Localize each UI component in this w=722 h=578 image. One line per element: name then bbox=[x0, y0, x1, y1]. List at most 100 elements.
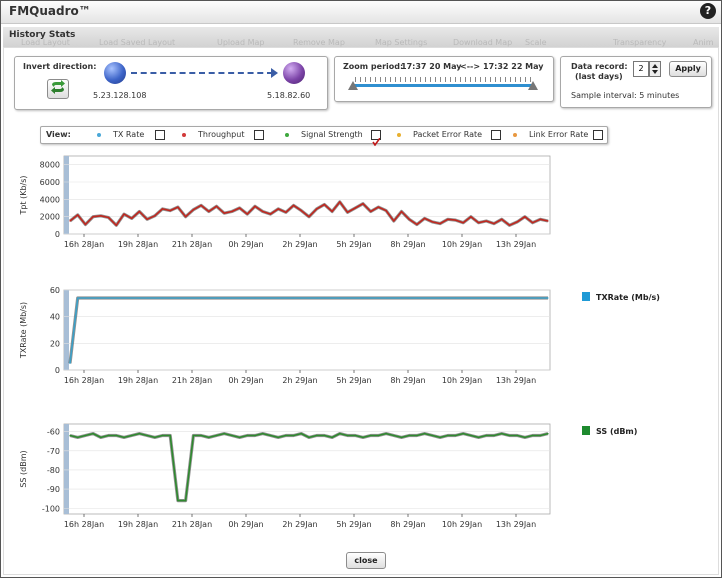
zoom-end-handle[interactable] bbox=[528, 81, 538, 90]
data-point bbox=[478, 436, 480, 439]
data-point bbox=[393, 297, 395, 299]
zoom-slider-track[interactable] bbox=[353, 84, 533, 87]
tab-history-stats[interactable]: History Stats bbox=[9, 30, 76, 40]
x-tick-label: 5h 29Jan bbox=[336, 520, 371, 529]
data-point bbox=[454, 297, 457, 299]
data-point bbox=[131, 434, 133, 437]
x-tick-label: 2h 29Jan bbox=[282, 520, 317, 529]
tab-scale: Scale bbox=[525, 38, 547, 47]
title-bar: FMQuadro™ ? bbox=[1, 1, 721, 24]
days-input[interactable]: 2 bbox=[633, 61, 649, 77]
data-point bbox=[524, 436, 526, 439]
data-point bbox=[470, 216, 472, 218]
days-stepper[interactable] bbox=[649, 61, 661, 77]
data-point bbox=[285, 434, 287, 437]
data-point bbox=[262, 297, 264, 299]
close-button[interactable]: close bbox=[346, 552, 386, 569]
data-point bbox=[431, 221, 433, 223]
data-point bbox=[531, 222, 534, 224]
view-signal-strength-checkbox[interactable] bbox=[371, 130, 381, 147]
plot-area bbox=[63, 155, 551, 235]
zoom-start-handle[interactable] bbox=[348, 81, 358, 90]
x-tick-label: 21h 28Jan bbox=[172, 240, 212, 249]
data-point bbox=[393, 220, 395, 222]
data-point bbox=[300, 432, 302, 435]
data-point bbox=[531, 434, 534, 437]
x-tick-label: 21h 28Jan bbox=[172, 520, 212, 529]
x-tick-label: 8h 29Jan bbox=[390, 376, 425, 385]
x-tick-label: 10h 29Jan bbox=[442, 240, 482, 249]
data-point bbox=[254, 205, 256, 207]
data-point bbox=[547, 297, 549, 299]
data-point bbox=[92, 216, 94, 218]
data-point bbox=[439, 223, 441, 225]
data-point bbox=[123, 436, 125, 439]
data-point bbox=[385, 297, 387, 299]
data-point bbox=[501, 297, 503, 299]
data-point bbox=[169, 434, 171, 437]
view-throughput-label: Throughput bbox=[198, 130, 245, 139]
view-bar: View: TX Rate Throughput Signal Strength… bbox=[40, 126, 608, 147]
y-tick-label: 20 bbox=[50, 339, 60, 348]
tab-map-settings: Map Settings bbox=[375, 38, 428, 47]
data-point bbox=[77, 297, 79, 299]
data-point bbox=[84, 434, 87, 437]
data-point bbox=[185, 499, 187, 502]
data-point bbox=[246, 297, 248, 299]
data-point bbox=[354, 434, 356, 437]
y-tick-label: 6000 bbox=[40, 178, 60, 187]
apply-button[interactable]: Apply bbox=[669, 61, 707, 77]
data-point bbox=[501, 218, 503, 220]
data-point bbox=[115, 297, 117, 299]
data-point bbox=[177, 499, 179, 502]
tab-anim: Anim bbox=[693, 38, 714, 47]
view-link-error-checkbox[interactable] bbox=[593, 130, 603, 140]
data-point bbox=[478, 222, 480, 224]
data-point bbox=[516, 221, 518, 223]
x-tick-label: 0h 29Jan bbox=[228, 376, 263, 385]
data-point bbox=[292, 434, 295, 437]
data-point bbox=[454, 434, 457, 437]
stepper-up-icon[interactable] bbox=[652, 64, 658, 68]
data-point bbox=[370, 210, 372, 213]
data-point bbox=[346, 434, 349, 437]
question-icon[interactable]: ? bbox=[700, 3, 716, 19]
x-tick-label: 2h 29Jan bbox=[282, 376, 317, 385]
data-point bbox=[161, 297, 164, 299]
signal-strength-chart: -100 -90 -80 -70 -60 16h 28Jan 19h 28Jan 21h 28… bbox=[19, 423, 637, 529]
data-point bbox=[470, 297, 472, 299]
data-point bbox=[346, 297, 349, 299]
data-point bbox=[231, 297, 233, 299]
data-point bbox=[493, 223, 495, 225]
data-point bbox=[123, 297, 125, 299]
data-point bbox=[115, 224, 117, 226]
data-point bbox=[416, 223, 418, 226]
data-point bbox=[208, 297, 210, 299]
legend-label: TXRate (Mb/s) bbox=[596, 293, 660, 302]
x-tick-label: 8h 29Jan bbox=[390, 520, 425, 529]
data-point bbox=[154, 215, 156, 217]
x-tick-label: 5h 29Jan bbox=[336, 376, 371, 385]
data-point bbox=[239, 297, 241, 299]
plot-area bbox=[63, 289, 551, 371]
data-point bbox=[131, 297, 133, 299]
data-point bbox=[362, 436, 364, 439]
view-packet-error-checkbox[interactable] bbox=[491, 130, 501, 140]
invert-direction-button[interactable] bbox=[47, 79, 69, 99]
view-tx-rate-checkbox[interactable] bbox=[155, 130, 165, 140]
txrate-chart: 0 20 40 60 16h 28Jan 19h 28Jan 21h 28Jan 0h 29J… bbox=[19, 286, 660, 385]
data-point bbox=[493, 434, 495, 437]
data-point bbox=[223, 297, 225, 299]
data-point bbox=[239, 207, 241, 209]
data-point bbox=[285, 297, 287, 299]
legend-swatch bbox=[582, 426, 590, 435]
data-point bbox=[200, 434, 202, 437]
data-point bbox=[146, 218, 148, 220]
stepper-down-icon[interactable] bbox=[652, 70, 658, 74]
data-point bbox=[262, 210, 264, 213]
view-throughput-checkbox[interactable] bbox=[254, 130, 264, 140]
data-point bbox=[154, 436, 156, 439]
data-point bbox=[393, 434, 395, 437]
data-point bbox=[323, 297, 326, 299]
x-tick-label: 16h 28Jan bbox=[64, 240, 104, 249]
